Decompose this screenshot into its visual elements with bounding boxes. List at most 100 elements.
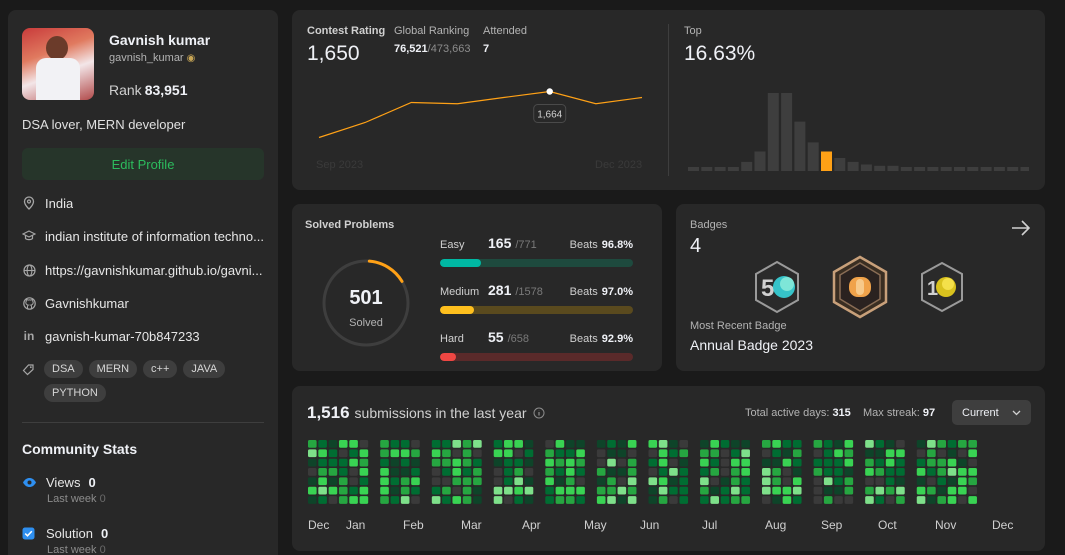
heatmap-cell [627, 477, 637, 486]
arrow-right-icon[interactable] [1011, 220, 1031, 241]
heatmap-cell [318, 496, 327, 504]
heatmap-cell [400, 486, 410, 495]
github-row[interactable]: Gavnishkumar [22, 293, 267, 313]
histogram-bar [1020, 167, 1029, 171]
heatmap-cell [400, 458, 410, 467]
heatmap-cell [782, 477, 792, 486]
edit-profile-button[interactable]: Edit Profile [22, 148, 264, 180]
heatmap-cell [452, 486, 462, 495]
heatmap-cell [937, 449, 946, 458]
100-days-badge-icon[interactable]: 1 [918, 261, 966, 313]
contest-rating-card: Contest Rating 1,650 Global Ranking 76,5… [292, 10, 1045, 190]
heatmap-cell [493, 496, 503, 504]
heatmap-cell [617, 477, 627, 486]
heatmap-cell [772, 440, 781, 448]
skill-tag[interactable]: c++ [143, 360, 178, 378]
svg-text:1: 1 [927, 278, 938, 300]
skill-tag[interactable]: DSA [44, 360, 83, 378]
heatmap-cell [865, 468, 874, 476]
heatmap-cell [700, 440, 709, 448]
submissions-heading: 1,516 submissions in the last year [307, 403, 545, 423]
heatmap-cell [442, 496, 451, 504]
easy-row[interactable]: Easy 165/771 Beats 96.8% [440, 235, 633, 267]
heatmap-cell [896, 496, 905, 504]
heatmap-cell [411, 440, 420, 448]
heatmap-cell [710, 468, 720, 476]
month-label: Dec [308, 518, 330, 532]
medium-row[interactable]: Medium 281/1578 Beats 97.0% [440, 282, 633, 314]
heatmap-cell [710, 440, 720, 448]
heatmap-cell [813, 496, 823, 504]
heatmap-cell [782, 486, 792, 495]
heatmap-cell [338, 477, 348, 486]
website-row[interactable]: https://gavnishkumar.github.io/gavni... [22, 260, 267, 280]
heatmap-cell [555, 458, 565, 467]
heatmap-cell [411, 486, 420, 495]
skill-tag[interactable]: PYTHON [44, 384, 106, 402]
heatmap-cell [741, 496, 750, 504]
heatmap-cell [823, 477, 833, 486]
heatmap-cell [720, 477, 730, 486]
heatmap-cell [524, 440, 534, 448]
heatmap-cell [720, 440, 730, 448]
heatmap-cell [896, 477, 905, 486]
avatar[interactable] [22, 28, 94, 100]
recent-badge-name[interactable]: Annual Badge 2023 [690, 337, 813, 353]
heatmap-cell [792, 449, 802, 458]
heatmap-cell [658, 477, 668, 486]
histogram-bar [927, 167, 939, 171]
heatmap-cell [885, 486, 895, 495]
heatmap-cell [627, 468, 637, 476]
heatmap-cell [596, 458, 606, 467]
heatmap-cell [504, 440, 513, 448]
heatmap-cell [700, 468, 709, 476]
histogram-bar [914, 167, 926, 171]
heatmap-cell [576, 449, 585, 458]
histogram-bar [701, 167, 713, 171]
heatmap-cell [555, 496, 565, 504]
linkedin-row[interactable]: in gavnish-kumar-70b847233 [23, 328, 200, 344]
heatmap-cell [658, 449, 668, 458]
heatmap-cell [442, 449, 451, 458]
skill-tag[interactable]: JAVA [183, 360, 226, 378]
heatmap-cell [896, 458, 905, 467]
contest-rating-label: Contest Rating [307, 25, 386, 37]
heatmap-cell [442, 486, 451, 495]
solved-ring-chart[interactable] [320, 257, 412, 349]
heatmap-cell [720, 468, 730, 476]
month-label: Jul [702, 518, 718, 532]
user-handle: gavnish_kumar ◉ [109, 52, 196, 64]
heatmap-cell [555, 486, 565, 495]
heatmap-cell [328, 477, 338, 486]
heatmap-cell [565, 440, 575, 448]
heatmap-cell [328, 440, 338, 448]
hard-row[interactable]: Hard 55/658 Beats 92.9% [440, 329, 633, 361]
heatmap-cell [679, 440, 689, 448]
heatmap-cell [400, 477, 410, 486]
heatmap-cell [411, 458, 420, 467]
heatmap-cell [720, 496, 730, 504]
heatmap-cell [607, 496, 616, 504]
month-label: Apr [522, 518, 541, 532]
submission-heatmap[interactable] [292, 386, 1045, 516]
year-filter-dropdown[interactable]: Current [952, 400, 1031, 425]
skill-tag[interactable]: MERN [88, 360, 138, 378]
heatmap-cell [617, 449, 627, 458]
info-icon[interactable] [533, 407, 545, 419]
profile-card: Gavnish kumar gavnish_kumar ◉ Rank 83,951… [8, 10, 278, 555]
annual-2023-badge-icon[interactable] [831, 255, 889, 319]
heatmap-cell [442, 468, 451, 476]
histogram-bar [807, 142, 819, 171]
heatmap-cell [658, 496, 668, 504]
recent-badge-label: Most Recent Badge [690, 320, 787, 332]
rating-line-chart[interactable]: 1,664 Sep 2023 Dec 2023 [292, 10, 668, 190]
globe-icon [22, 263, 36, 277]
heatmap-cell [400, 468, 410, 476]
heatmap-cell [473, 449, 482, 458]
heatmap-cell [504, 477, 513, 486]
heatmap-cell [731, 449, 740, 458]
heatmap-cell [823, 486, 833, 495]
heatmap-cell [452, 477, 462, 486]
50-days-badge-icon[interactable]: 5 [752, 260, 802, 314]
heatmap-cell [741, 440, 750, 448]
